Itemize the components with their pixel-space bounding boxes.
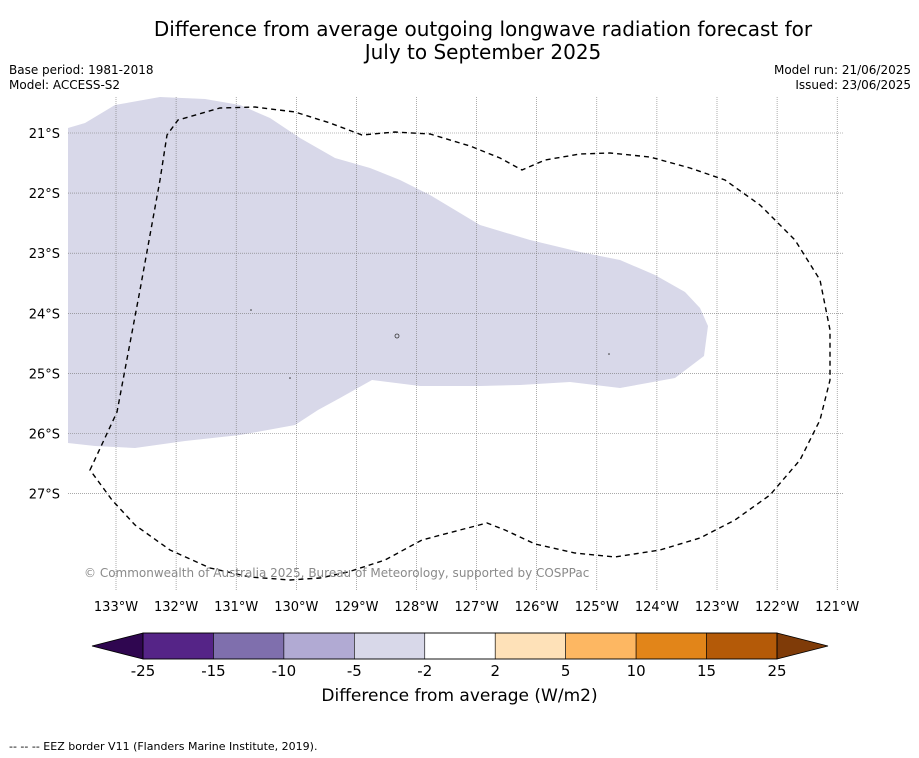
colorbar-segment <box>283 632 355 660</box>
lat-label: 23°S <box>29 247 60 262</box>
lon-label: 126°W <box>515 600 559 615</box>
base-period-info: Base period: 1981-2018 Model: ACCESS-S2 <box>9 63 154 93</box>
chart-title: Difference from average outgoing longwav… <box>0 18 919 64</box>
colorbar-tick: -2 <box>417 662 432 680</box>
colorbar-segments <box>142 632 778 660</box>
colorbar-outline <box>142 632 778 660</box>
colorbar-segment <box>142 632 214 660</box>
copyright-text: © Commonwealth of Australia 2025, Bureau… <box>84 566 589 580</box>
lon-label: 128°W <box>394 600 438 615</box>
lon-label: 129°W <box>334 600 378 615</box>
colorbar-tick: 5 <box>561 662 571 680</box>
colorbar-tick: 15 <box>697 662 716 680</box>
colorbar-segment <box>354 632 426 660</box>
lat-label: 22°S <box>29 187 60 202</box>
gridlines <box>68 97 843 590</box>
lat-label: 27°S <box>29 488 60 503</box>
small-contour <box>250 309 252 311</box>
title-line-1: Difference from average outgoing longwav… <box>153 17 813 41</box>
title-line-2: July to September 2025 <box>364 40 602 64</box>
colorbar-segment <box>213 632 285 660</box>
colorbar-segment <box>494 632 566 660</box>
anomaly-region <box>68 97 708 448</box>
lon-label: 132°W <box>154 600 198 615</box>
eez-legend-note: -- -- -- EEZ border V11 (Flanders Marine… <box>9 740 318 753</box>
colorbar-segment <box>424 632 496 660</box>
lon-label: 127°W <box>455 600 499 615</box>
lon-label: 131°W <box>214 600 258 615</box>
model-run-text: Model run: 21/06/2025 <box>773 63 911 77</box>
colorbar-tick: -15 <box>201 662 226 680</box>
colorbar-segment <box>565 632 637 660</box>
colorbar-tick-labels: -25 -15 -10 -5 -2 2 5 10 15 25 <box>131 662 787 680</box>
model-run-info: Model run: 21/06/2025 Issued: 23/06/2025 <box>774 63 911 93</box>
lon-label: 124°W <box>635 600 679 615</box>
base-period-text: Base period: 1981-2018 <box>9 63 154 77</box>
colorbar-segment <box>706 632 778 660</box>
lon-label: 123°W <box>695 600 739 615</box>
colorbar-low-extend <box>91 632 144 660</box>
colorbar-label: Difference from average (W/m2) <box>321 686 598 706</box>
lon-label: 130°W <box>274 600 318 615</box>
colorbar-tick: -25 <box>131 662 156 680</box>
small-contour <box>608 353 610 355</box>
colorbar-high-extend <box>776 632 829 660</box>
colorbar-tick: -5 <box>347 662 362 680</box>
colorbar-tick: 25 <box>767 662 786 680</box>
lon-label: 133°W <box>94 600 138 615</box>
colorbar-tick: -10 <box>272 662 297 680</box>
colorbar-tick: 2 <box>490 662 500 680</box>
latitude-labels: 21°S 22°S 23°S 24°S 25°S 26°S 27°S <box>29 127 60 503</box>
eez-border <box>89 106 831 581</box>
colorbar-segment <box>635 632 707 660</box>
lat-label: 26°S <box>29 428 60 443</box>
small-contour <box>289 377 291 379</box>
small-contour <box>394 333 400 339</box>
longitude-labels: 133°W 132°W 131°W 130°W 129°W 128°W 127°W 126°W… <box>94 600 860 615</box>
model-text: Model: ACCESS-S2 <box>9 78 121 92</box>
lon-label: 122°W <box>755 600 799 615</box>
lon-label: 125°W <box>575 600 619 615</box>
lat-label: 25°S <box>29 367 60 382</box>
lat-label: 21°S <box>29 127 60 142</box>
issued-text: Issued: 23/06/2025 <box>795 78 911 92</box>
lon-label: 121°W <box>815 600 859 615</box>
colorbar-tick: 10 <box>627 662 646 680</box>
lat-label: 24°S <box>29 307 60 322</box>
